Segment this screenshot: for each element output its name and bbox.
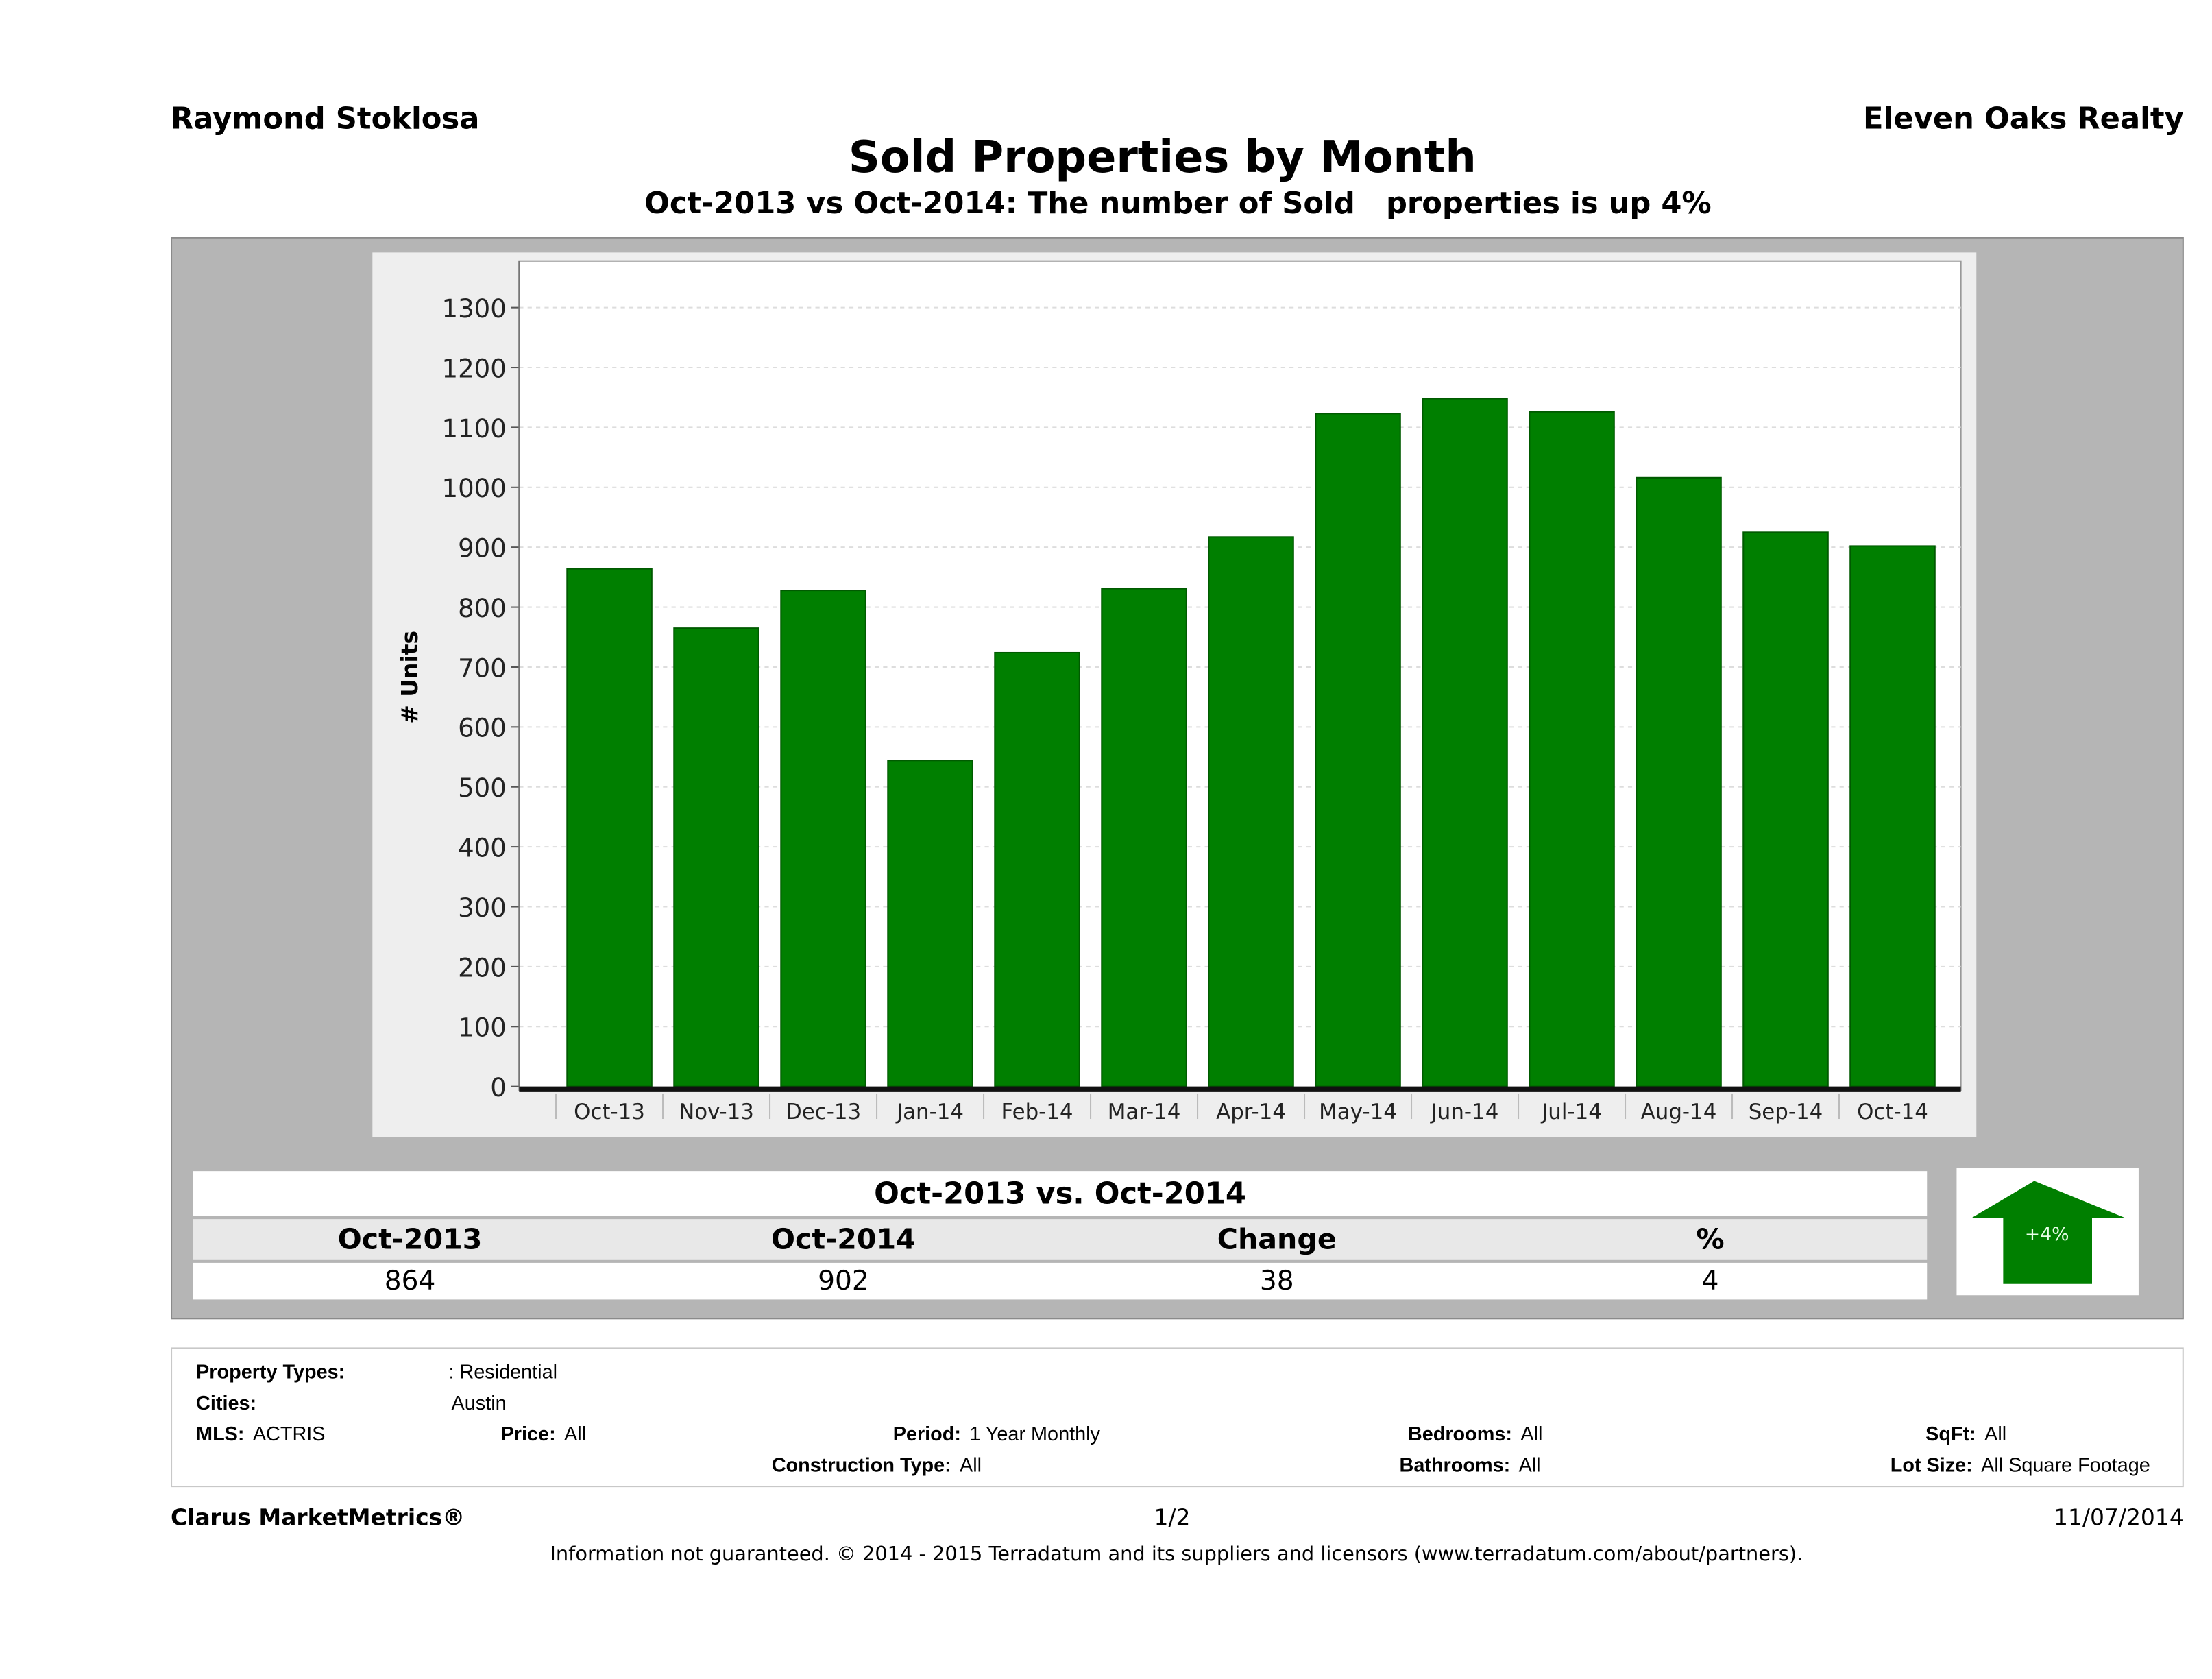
y-tick-label: 300 xyxy=(458,893,507,923)
bar xyxy=(1636,476,1722,1087)
y-tick-label: 600 xyxy=(458,714,507,743)
x-tick-label: Jun-14 xyxy=(1430,1100,1499,1124)
bar xyxy=(780,590,866,1087)
change-badge: +4% xyxy=(1956,1168,2139,1296)
y-tick-label: 800 xyxy=(458,594,507,623)
footer-brand: Clarus MarketMetrics® xyxy=(171,1503,465,1531)
construction-label: Construction Type: xyxy=(771,1453,951,1476)
summary-header-row: Oct-2013 Oct-2014 Change % xyxy=(193,1219,1928,1260)
filter-info: Property Types: : Residential Cities: Au… xyxy=(171,1347,2184,1488)
x-tick-label: Dec-13 xyxy=(786,1100,861,1124)
y-axis-label: # Units xyxy=(396,631,423,724)
mls-label: MLS: xyxy=(196,1422,245,1445)
chart-area: 0 100 200 300 400 500 600 700 800 900 1000 1100 1200… xyxy=(372,252,1977,1137)
x-tick-label: Oct-13 xyxy=(574,1100,645,1124)
bar xyxy=(1849,545,1936,1087)
property-types-label: Property Types: xyxy=(196,1360,345,1383)
bar xyxy=(673,627,759,1087)
x-tick-label: Oct-14 xyxy=(1857,1100,1928,1124)
agent-name: Raymond Stoklosa xyxy=(171,101,480,136)
x-tick-label: Feb-14 xyxy=(1001,1100,1073,1124)
sqft-value: All xyxy=(1984,1422,2007,1445)
y-tick-label: 200 xyxy=(458,953,507,982)
y-tick-label: 0 xyxy=(490,1073,507,1102)
lot-size-value: All Square Footage xyxy=(1981,1453,2150,1476)
change-badge-label: +4% xyxy=(2025,1224,2069,1245)
summary-value: 864 xyxy=(384,1266,436,1297)
y-tick-label: 1300 xyxy=(442,294,507,324)
construction-value: All xyxy=(960,1453,982,1476)
price-label: Price: xyxy=(500,1422,556,1445)
y-tick-label: 400 xyxy=(458,834,507,863)
bar xyxy=(1315,413,1401,1087)
summary-header: Oct-2013 xyxy=(337,1222,483,1256)
y-tick-label: 100 xyxy=(458,1013,507,1043)
summary-header: % xyxy=(1696,1222,1725,1256)
cities-value: Austin xyxy=(451,1391,507,1414)
bar xyxy=(1529,411,1615,1087)
bedrooms-label: Bedrooms: xyxy=(1407,1422,1512,1445)
bar xyxy=(566,568,653,1087)
lot-size-label: Lot Size: xyxy=(1890,1453,1973,1476)
y-tick-label: 1100 xyxy=(442,414,507,444)
property-types-value: : Residential xyxy=(448,1360,558,1383)
bathrooms-value: All xyxy=(1518,1453,1541,1476)
report-date: 11/07/2014 xyxy=(2053,1503,2184,1531)
y-tick-label: 700 xyxy=(458,653,507,683)
y-tick-label: 500 xyxy=(458,773,507,803)
summary-table: Oct-2013 vs. Oct-2014 Oct-2013 Oct-2014 … xyxy=(193,1168,1928,1300)
bar xyxy=(994,651,1080,1087)
x-tick-label: Sep-14 xyxy=(1749,1100,1823,1124)
y-tick-label: 1200 xyxy=(442,354,507,383)
bar xyxy=(1208,536,1294,1087)
summary-value: 4 xyxy=(1701,1266,1719,1297)
summary-value-row: 864 902 38 4 xyxy=(193,1262,1928,1300)
x-tick-label: Apr-14 xyxy=(1216,1100,1286,1124)
x-tick-label: Nov-13 xyxy=(679,1100,754,1124)
bathrooms-label: Bathrooms: xyxy=(1399,1453,1511,1476)
page-subtitle: Oct-2013 vs Oct-2014: The number of Sold… xyxy=(644,186,1712,221)
x-tick-label: May-14 xyxy=(1319,1100,1397,1124)
sqft-label: SqFt: xyxy=(1925,1422,1976,1445)
x-tick-label: Aug-14 xyxy=(1641,1100,1717,1124)
x-tick-label: Mar-14 xyxy=(1108,1100,1181,1124)
summary-header: Change xyxy=(1217,1222,1337,1256)
bedrooms-value: All xyxy=(1520,1422,1543,1445)
bar xyxy=(1742,531,1829,1087)
bar xyxy=(1101,588,1187,1087)
y-tick-label: 1000 xyxy=(442,474,507,503)
period-label: Period: xyxy=(892,1422,961,1445)
company-name: Eleven Oaks Realty xyxy=(1863,101,2184,136)
bar xyxy=(1422,398,1508,1087)
summary-value: 38 xyxy=(1259,1266,1294,1297)
summary-value: 902 xyxy=(818,1266,869,1297)
page-number: 1/2 xyxy=(1154,1503,1191,1531)
bar xyxy=(887,760,973,1087)
bar-chart: 0 100 200 300 400 500 600 700 800 900 1000 1100 1200… xyxy=(396,260,1962,1124)
y-tick-label: 900 xyxy=(458,534,507,564)
page-title: Sold Properties by Month xyxy=(848,132,1476,184)
x-tick-label: Jan-14 xyxy=(895,1100,964,1124)
summary-title: Oct-2013 vs. Oct-2014 xyxy=(193,1171,1928,1216)
up-arrow-icon: +4% xyxy=(1972,1181,2125,1284)
cities-label: Cities: xyxy=(196,1391,257,1414)
disclaimer: Information not guaranteed. © 2014 - 201… xyxy=(550,1543,1803,1567)
price-value: All xyxy=(564,1422,587,1445)
x-tick-label: Jul-14 xyxy=(1540,1100,1602,1124)
summary-header: Oct-2014 xyxy=(771,1222,916,1256)
period-value: 1 Year Monthly xyxy=(969,1422,1100,1445)
mls-value: ACTRIS xyxy=(252,1422,326,1445)
